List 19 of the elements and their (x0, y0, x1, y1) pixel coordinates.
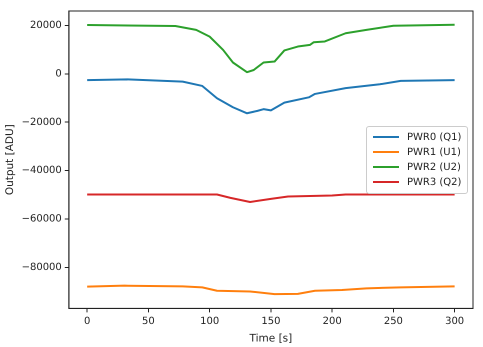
y-tick-label: −20000 (22, 116, 62, 128)
y-tick-label: −40000 (22, 165, 62, 176)
legend-label: PWR0 (Q1) (407, 132, 462, 143)
x-tick-label: 150 (261, 316, 280, 327)
y-tick-label: −80000 (22, 262, 62, 273)
x-tick-label: 100 (200, 316, 220, 327)
y-tick-label: 20000 (30, 20, 62, 32)
x-tick-label: 200 (322, 316, 342, 327)
x-tick-label: 0 (84, 316, 90, 327)
y-axis-title: Output [ADU] (4, 124, 16, 196)
x-tick-label: 50 (142, 316, 155, 327)
legend-label: PWR3 (Q2) (407, 176, 462, 188)
y-tick-label: 0 (55, 68, 62, 80)
x-axis-title: Time [s] (248, 332, 292, 344)
legend-label: PWR2 (U2) (407, 162, 461, 173)
y-tick-label: −60000 (22, 214, 62, 225)
x-tick-label: 250 (384, 316, 403, 327)
x-tick-label: 300 (445, 316, 464, 327)
legend-label: PWR1 (U1) (407, 146, 461, 158)
